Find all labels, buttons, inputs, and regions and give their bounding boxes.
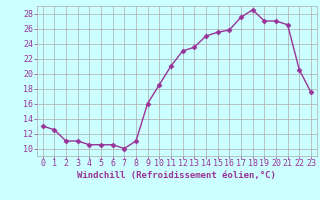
X-axis label: Windchill (Refroidissement éolien,°C): Windchill (Refroidissement éolien,°C) [77,171,276,180]
